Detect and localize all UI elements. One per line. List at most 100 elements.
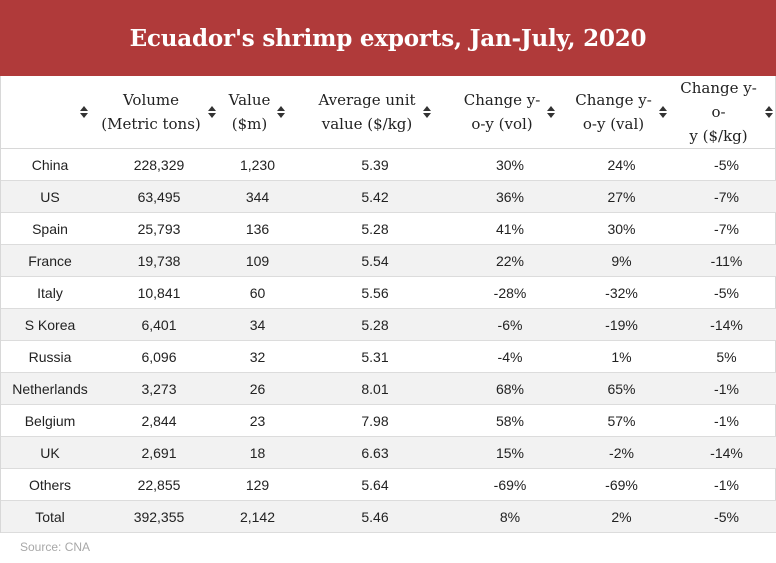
- sort-icon[interactable]: [79, 106, 89, 118]
- cell-change-vol: -69%: [454, 468, 566, 501]
- cell-avg-unit-value: 5.64: [296, 468, 454, 501]
- cell-change-vol: 15%: [454, 436, 566, 469]
- cell-change-unit: 5%: [677, 340, 776, 373]
- header-row: Volume (Metric tons) Value ($m): [1, 76, 776, 149]
- cell-change-unit: -1%: [677, 404, 776, 437]
- sort-icon[interactable]: [546, 106, 556, 118]
- table-row: Others 22,855 129 5.64 -69% -69% -1%: [1, 468, 776, 501]
- sort-icon[interactable]: [658, 106, 668, 118]
- cell-value: 32: [219, 340, 296, 373]
- column-header-change-vol[interactable]: Change y- o-y (vol): [454, 76, 566, 149]
- cell-country: France: [1, 244, 99, 277]
- column-header-avg-unit-value[interactable]: Average unit value ($/kg): [296, 76, 454, 149]
- header-label-line: Change y-: [463, 91, 541, 109]
- cell-change-val: -32%: [566, 276, 677, 309]
- cell-value: 18: [219, 436, 296, 469]
- cell-value: 60: [219, 276, 296, 309]
- cell-avg-unit-value: 5.42: [296, 180, 454, 213]
- column-header-volume[interactable]: Volume (Metric tons): [99, 76, 219, 149]
- cell-change-val: 2%: [566, 500, 677, 533]
- sort-icon[interactable]: [764, 106, 774, 118]
- table-row: Total 392,355 2,142 5.46 8% 2% -5%: [1, 500, 776, 533]
- sort-icon[interactable]: [276, 106, 286, 118]
- header-label-line: o-y (vol): [471, 115, 533, 133]
- cell-value: 344: [219, 180, 296, 213]
- cell-value: 136: [219, 212, 296, 245]
- column-header-change-val[interactable]: Change y- o-y (val): [566, 76, 677, 149]
- cell-country: Russia: [1, 340, 99, 373]
- cell-volume: 19,738: [99, 244, 219, 277]
- column-header-value[interactable]: Value ($m): [219, 76, 296, 149]
- cell-change-unit: -5%: [677, 276, 776, 309]
- cell-change-unit: -5%: [677, 500, 776, 533]
- cell-change-vol: 36%: [454, 180, 566, 213]
- sort-icon[interactable]: [207, 106, 217, 118]
- cell-change-unit: -11%: [677, 244, 776, 277]
- cell-country: Spain: [1, 212, 99, 245]
- cell-change-unit: -14%: [677, 436, 776, 469]
- cell-change-vol: 8%: [454, 500, 566, 533]
- header-label-line: o-y (val): [582, 115, 645, 133]
- header-label-line: ($m): [231, 115, 268, 133]
- cell-volume: 392,355: [99, 500, 219, 533]
- cell-change-val: 24%: [566, 148, 677, 181]
- cell-country: Belgium: [1, 404, 99, 437]
- table-row: Russia 6,096 32 5.31 -4% 1% 5%: [1, 340, 776, 373]
- cell-avg-unit-value: 8.01: [296, 372, 454, 405]
- cell-change-unit: -5%: [677, 148, 776, 181]
- shrimp-exports-table: Volume (Metric tons) Value ($m): [1, 76, 776, 533]
- cell-country: Total: [1, 500, 99, 533]
- cell-country: China: [1, 148, 99, 181]
- table-header: Volume (Metric tons) Value ($m): [1, 76, 776, 149]
- cell-country: Netherlands: [1, 372, 99, 405]
- cell-country: UK: [1, 436, 99, 469]
- table-row: UK 2,691 18 6.63 15% -2% -14%: [1, 436, 776, 469]
- header-label-line: Average unit: [318, 91, 416, 109]
- cell-change-vol: 30%: [454, 148, 566, 181]
- table-row: Spain 25,793 136 5.28 41% 30% -7%: [1, 212, 776, 245]
- cell-country: US: [1, 180, 99, 213]
- cell-country: S Korea: [1, 308, 99, 341]
- cell-change-val: -19%: [566, 308, 677, 341]
- table-row: France 19,738 109 5.54 22% 9% -11%: [1, 244, 776, 277]
- header-label-line: Volume: [122, 91, 180, 109]
- column-header-country[interactable]: [1, 76, 99, 149]
- cell-avg-unit-value: 5.46: [296, 500, 454, 533]
- cell-avg-unit-value: 6.63: [296, 436, 454, 469]
- cell-change-val: 57%: [566, 404, 677, 437]
- cell-change-unit: -1%: [677, 468, 776, 501]
- cell-change-vol: -4%: [454, 340, 566, 373]
- table-row: S Korea 6,401 34 5.28 -6% -19% -14%: [1, 308, 776, 341]
- column-header-change-unit[interactable]: Change y-o- y ($/kg): [677, 76, 776, 149]
- cell-avg-unit-value: 5.54: [296, 244, 454, 277]
- cell-value: 129: [219, 468, 296, 501]
- header-label-line: Change y-: [575, 91, 652, 109]
- table-row: Netherlands 3,273 26 8.01 68% 65% -1%: [1, 372, 776, 405]
- cell-change-vol: 41%: [454, 212, 566, 245]
- header-label-line: (Metric tons): [101, 115, 201, 133]
- header-label-line: Value: [228, 91, 271, 109]
- cell-change-vol: 58%: [454, 404, 566, 437]
- header-label-line: y ($/kg): [689, 127, 748, 145]
- table-row: Italy 10,841 60 5.56 -28% -32% -5%: [1, 276, 776, 309]
- cell-value: 23: [219, 404, 296, 437]
- table-row: US 63,495 344 5.42 36% 27% -7%: [1, 180, 776, 213]
- page-title: Ecuador's shrimp exports, Jan-July, 2020: [129, 24, 647, 52]
- source-note: Source: CNA: [20, 540, 91, 554]
- cell-volume: 2,844: [99, 404, 219, 437]
- cell-change-vol: -6%: [454, 308, 566, 341]
- cell-volume: 6,096: [99, 340, 219, 373]
- cell-volume: 63,495: [99, 180, 219, 213]
- table-row: Belgium 2,844 23 7.98 58% 57% -1%: [1, 404, 776, 437]
- cell-volume: 10,841: [99, 276, 219, 309]
- cell-volume: 22,855: [99, 468, 219, 501]
- cell-change-unit: -7%: [677, 180, 776, 213]
- cell-volume: 25,793: [99, 212, 219, 245]
- cell-value: 109: [219, 244, 296, 277]
- cell-change-unit: -14%: [677, 308, 776, 341]
- cell-change-val: 27%: [566, 180, 677, 213]
- cell-avg-unit-value: 5.28: [296, 212, 454, 245]
- data-table-wrapper: Volume (Metric tons) Value ($m): [0, 76, 776, 533]
- cell-value: 2,142: [219, 500, 296, 533]
- sort-icon[interactable]: [422, 106, 432, 118]
